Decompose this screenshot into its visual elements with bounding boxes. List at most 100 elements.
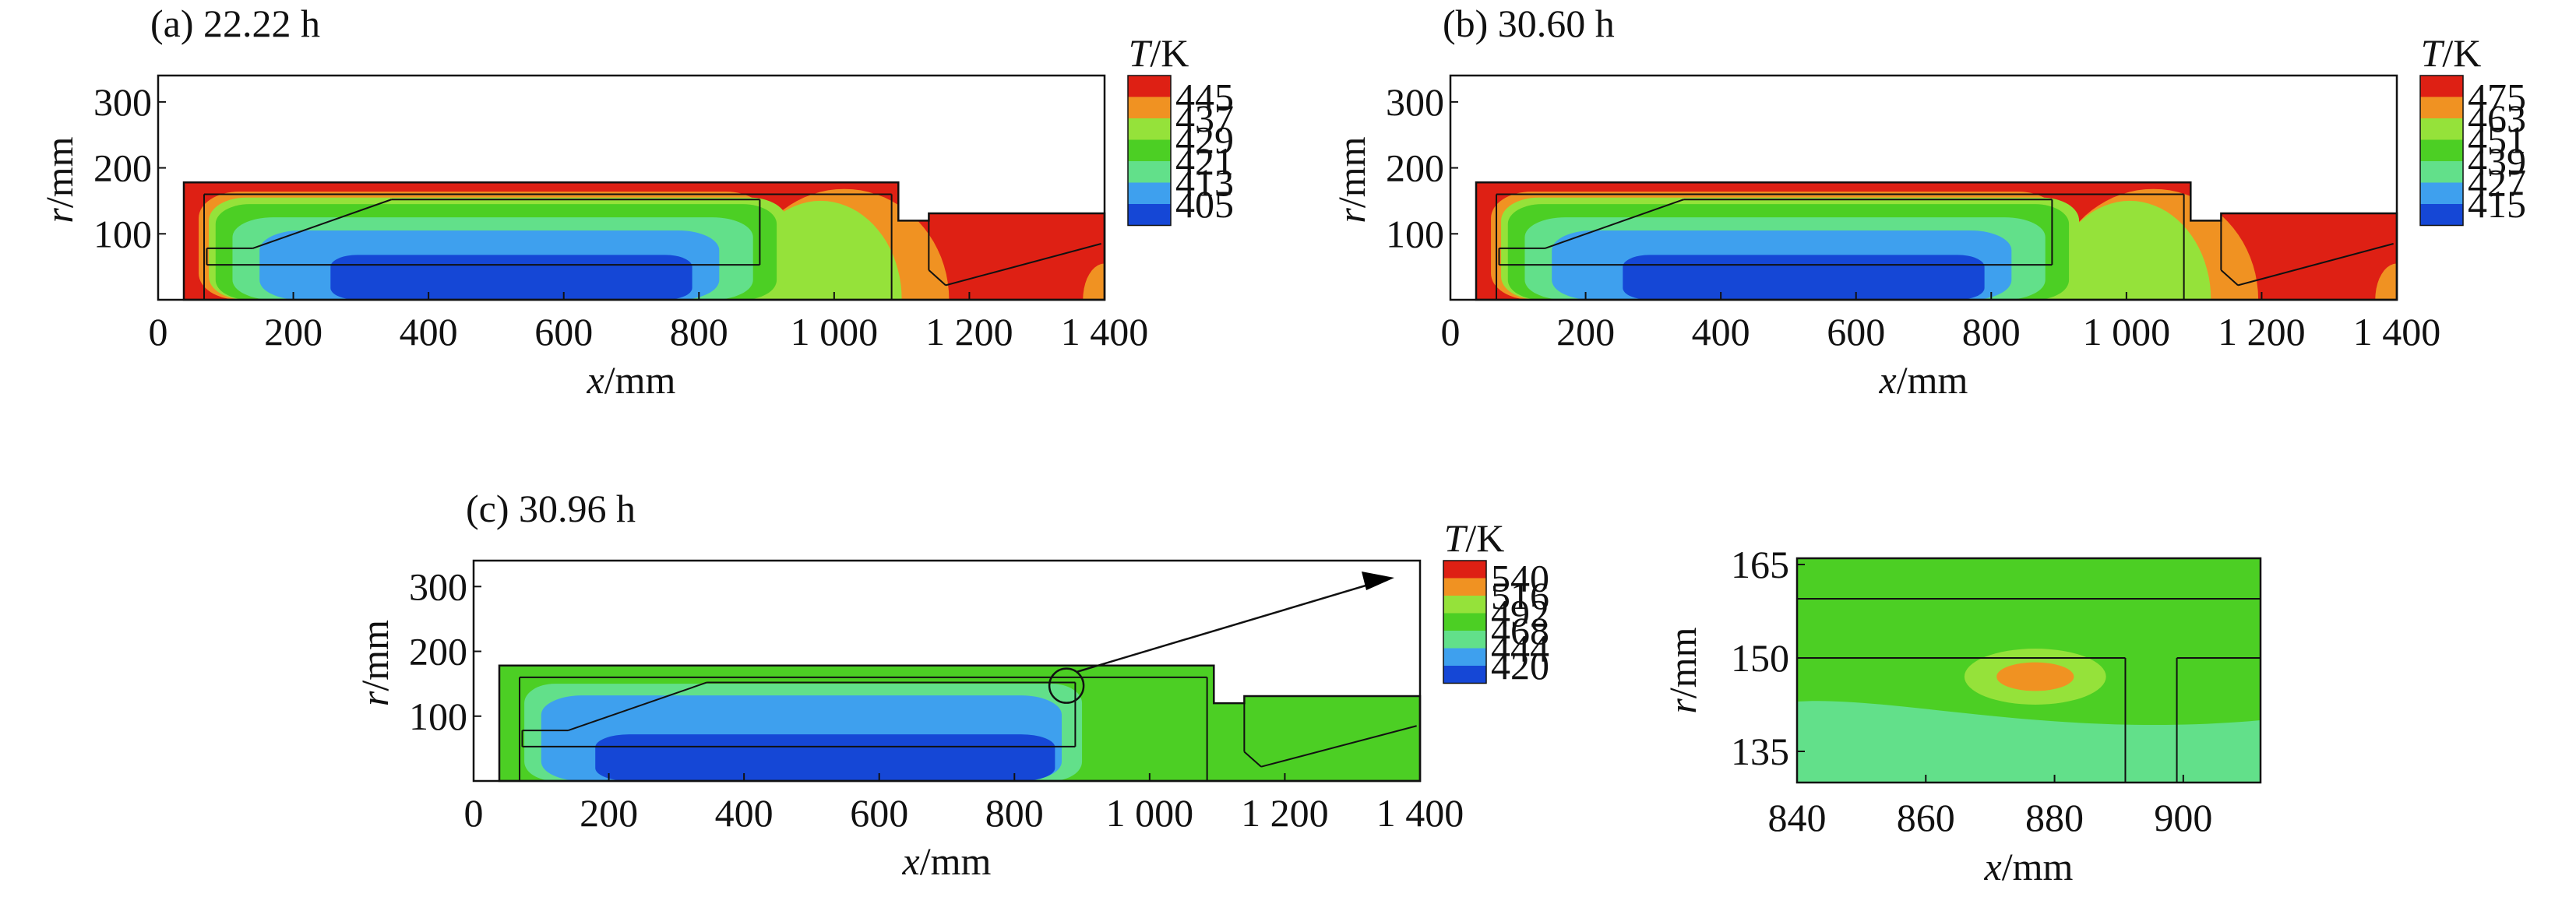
legend-value: 451 [2468, 118, 2526, 162]
y-tick-label: 135 [1731, 730, 1789, 773]
y-tick-label: 100 [409, 695, 467, 738]
legend-value: 405 [1175, 182, 1234, 226]
legend-swatch [2420, 118, 2463, 140]
y-axis-label: r/mm [1330, 136, 1373, 223]
x-axis-label: x/mm [587, 358, 676, 402]
y-tick-label: 300 [1386, 80, 1444, 124]
x-tick-label: 1 000 [791, 310, 879, 353]
zoom-arrow-line [1077, 580, 1380, 673]
geometry-line-12 [1260, 725, 1417, 768]
contour-band-7 [330, 255, 692, 300]
x-tick-label: 1 400 [1376, 791, 1464, 835]
x-tick-label: 880 [2025, 796, 2084, 839]
x-tick-label: 600 [850, 791, 908, 835]
x-tick-label: 1 000 [1106, 791, 1194, 835]
axes-frame [472, 559, 1422, 783]
legend-value: 427 [2468, 161, 2526, 205]
panel-title: (a) 22.22 h [150, 2, 320, 45]
geometry-line-11 [928, 269, 946, 287]
legend-value: 439 [2468, 139, 2526, 183]
y-tick-label: 165 [1731, 543, 1789, 586]
contour-field [1476, 182, 2397, 300]
x-tick-label: 400 [715, 791, 774, 835]
x-tick-label: 800 [1962, 310, 2021, 353]
x-axis-label: x/mm [1879, 358, 1968, 402]
legend-swatch [1128, 97, 1171, 118]
legend-swatch [1128, 139, 1171, 161]
legend-value: 444 [1491, 627, 1549, 670]
x-axis-label: x/mm [902, 839, 992, 883]
x-tick-label: 1 200 [1241, 791, 1329, 835]
x-tick-label: 860 [1897, 796, 1955, 839]
legend-value: 429 [1175, 118, 1234, 162]
geometry-line-9 [252, 199, 392, 249]
legend-value: 540 [1491, 557, 1549, 600]
legend-value: 468 [1491, 609, 1549, 652]
x-tick-label: 0 [1441, 310, 1461, 353]
zoom-frame [1795, 557, 2262, 784]
x-tick-label: 400 [400, 310, 458, 353]
y-tick-label: 300 [93, 80, 152, 124]
legend-value: 420 [1491, 644, 1549, 688]
legend-swatch [1128, 118, 1171, 140]
legend-swatch [1443, 613, 1486, 631]
panel-title: (b) 30.60 h [1443, 2, 1615, 45]
legend-value: 415 [2468, 182, 2526, 226]
geometry-line-11 [2220, 269, 2239, 287]
panel-2: 0 200 400 600 800 1 000 1 200 1 400 100 200 300 x/m… [353, 487, 1549, 883]
x-tick-label: 600 [534, 310, 593, 353]
y-tick-label: 200 [93, 146, 152, 190]
panel-zoom: 840 860 880 900 135 150 165 x/mm r/mm [1661, 543, 2262, 888]
legend-swatch [1128, 161, 1171, 183]
contour-band-7 [1623, 255, 1985, 300]
magnifier-circle [1048, 667, 1085, 704]
legend-title: T/K [1444, 516, 1505, 560]
y-tick-label: 100 [93, 212, 152, 255]
legend-swatch [2420, 76, 2463, 97]
legend-value: 413 [1175, 161, 1234, 205]
geometry-line-11 [1243, 751, 1262, 768]
x-tick-label: 900 [2154, 796, 2212, 839]
legend-frame [1127, 75, 1172, 227]
x-tick-label: 200 [264, 310, 322, 353]
legend-swatch [1443, 631, 1486, 649]
legend-value: 445 [1175, 76, 1234, 119]
legend-swatch [1443, 578, 1486, 596]
legend-swatch [1443, 666, 1486, 684]
y-tick-label: 100 [1386, 212, 1444, 255]
y-tick-label: 200 [1386, 146, 1444, 190]
legend-value: 475 [2468, 76, 2526, 119]
y-tick-label: 300 [409, 565, 467, 608]
panel-0: 0 200 400 600 800 1 000 1 200 1 400 100 200 300 x/m… [37, 2, 1234, 402]
y-tick-label: 150 [1731, 636, 1789, 680]
legend-swatch [2420, 182, 2463, 204]
zoom-arrow-head [1362, 572, 1394, 590]
x-tick-label: 1 400 [1061, 310, 1149, 353]
legend-frame [1443, 560, 1487, 684]
legend-frame [2419, 75, 2464, 227]
legend-swatch [1443, 561, 1486, 579]
legend-swatch [1443, 596, 1486, 614]
axes-frame [1449, 74, 2398, 301]
legend-value: 492 [1491, 592, 1549, 635]
y-axis-label: r/mm [37, 136, 81, 223]
panel-1: 0 200 400 600 800 1 000 1 200 1 400 100 200 300 x/m… [1330, 2, 2526, 402]
x-tick-label: 840 [1768, 796, 1827, 839]
x-axis-label: x/mm [1984, 845, 2074, 888]
legend-swatch [1128, 182, 1171, 204]
x-tick-label: 0 [464, 791, 484, 835]
y-axis-label: r/mm [353, 620, 396, 706]
x-tick-label: 200 [580, 791, 638, 835]
x-tick-label: 600 [1827, 310, 1885, 353]
legend-swatch [1443, 648, 1486, 666]
geometry-line-12 [945, 243, 1101, 287]
legend-value: 463 [2468, 97, 2526, 140]
axes-frame [157, 74, 1106, 301]
contour-edge-spot [1083, 263, 1105, 300]
legend-value: 421 [1175, 139, 1234, 183]
contour-band-3 [2049, 200, 2211, 300]
x-tick-label: 400 [1692, 310, 1750, 353]
